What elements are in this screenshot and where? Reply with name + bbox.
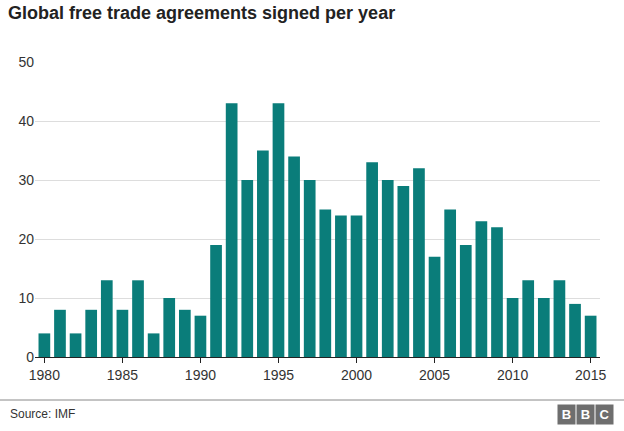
svg-text:1980: 1980 <box>29 367 60 383</box>
svg-text:2000: 2000 <box>341 367 372 383</box>
svg-text:Source: IMF: Source: IMF <box>10 407 75 421</box>
svg-text:50: 50 <box>18 54 34 70</box>
svg-text:20: 20 <box>18 231 34 247</box>
svg-text:1995: 1995 <box>263 367 294 383</box>
svg-text:2015: 2015 <box>575 367 606 383</box>
svg-text:40: 40 <box>18 113 34 129</box>
svg-text:2010: 2010 <box>497 367 528 383</box>
svg-text:0: 0 <box>26 349 34 365</box>
svg-text:Global free trade agreements s: Global free trade agreements signed per … <box>8 3 395 23</box>
svg-text:2005: 2005 <box>419 367 450 383</box>
svg-text:B: B <box>581 407 590 422</box>
svg-text:1985: 1985 <box>107 367 138 383</box>
svg-text:10: 10 <box>18 290 34 306</box>
svg-text:B: B <box>562 407 571 422</box>
svg-text:1990: 1990 <box>185 367 216 383</box>
svg-text:30: 30 <box>18 172 34 188</box>
svg-text:C: C <box>600 407 610 422</box>
